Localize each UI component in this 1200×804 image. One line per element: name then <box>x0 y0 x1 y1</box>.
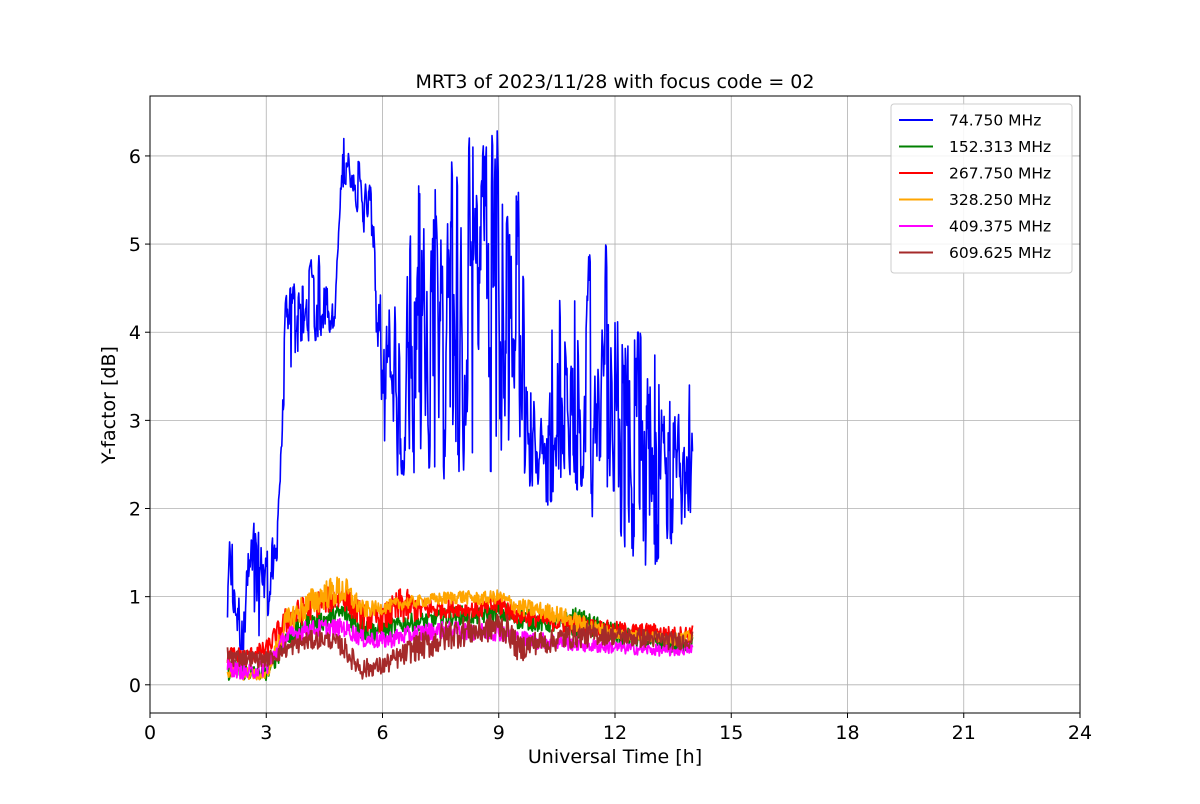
y-tick-label: 5 <box>129 234 141 256</box>
legend-frame <box>890 103 1073 274</box>
x-tick-label: 18 <box>835 722 859 744</box>
x-tick-label: 21 <box>952 722 976 744</box>
y-axis-label: Y-factor [dB] <box>98 346 120 465</box>
chart-title: MRT3 of 2023/11/28 with focus code = 02 <box>416 71 815 93</box>
x-tick-label: 6 <box>376 722 388 744</box>
legend: 74.750 MHz 152.313 MHz 267.750 MHz 328.250 … <box>890 103 1073 274</box>
x-tick-label: 3 <box>260 722 272 744</box>
y-tick-label: 1 <box>129 587 141 609</box>
x-tick-label: 9 <box>493 722 505 744</box>
series-line <box>226 130 694 651</box>
y-tick-label: 0 <box>129 675 141 697</box>
series-layer <box>226 130 694 682</box>
y-tick-label: 3 <box>129 410 141 432</box>
x-axis-label: Universal Time [h] <box>528 746 702 768</box>
y-tick-label: 4 <box>129 322 141 344</box>
x-tick-label: 24 <box>1068 722 1092 744</box>
x-tick-label: 15 <box>719 722 743 744</box>
series-line <box>226 617 694 680</box>
legend-label: 328.250 MHz <box>949 191 1051 209</box>
series-line <box>226 576 694 681</box>
y-tick-label: 6 <box>129 146 141 168</box>
legend-label: 267.750 MHz <box>949 165 1051 183</box>
y-tick-label: 2 <box>129 499 141 521</box>
legend-label: 152.313 MHz <box>949 138 1051 156</box>
series-line <box>226 613 694 680</box>
x-tick-label: 12 <box>603 722 627 744</box>
legend-label: 409.375 MHz <box>949 218 1051 236</box>
x-tick-label: 0 <box>144 722 156 744</box>
legend-label: 74.750 MHz <box>949 112 1041 130</box>
legend-label: 609.625 MHz <box>949 244 1051 262</box>
